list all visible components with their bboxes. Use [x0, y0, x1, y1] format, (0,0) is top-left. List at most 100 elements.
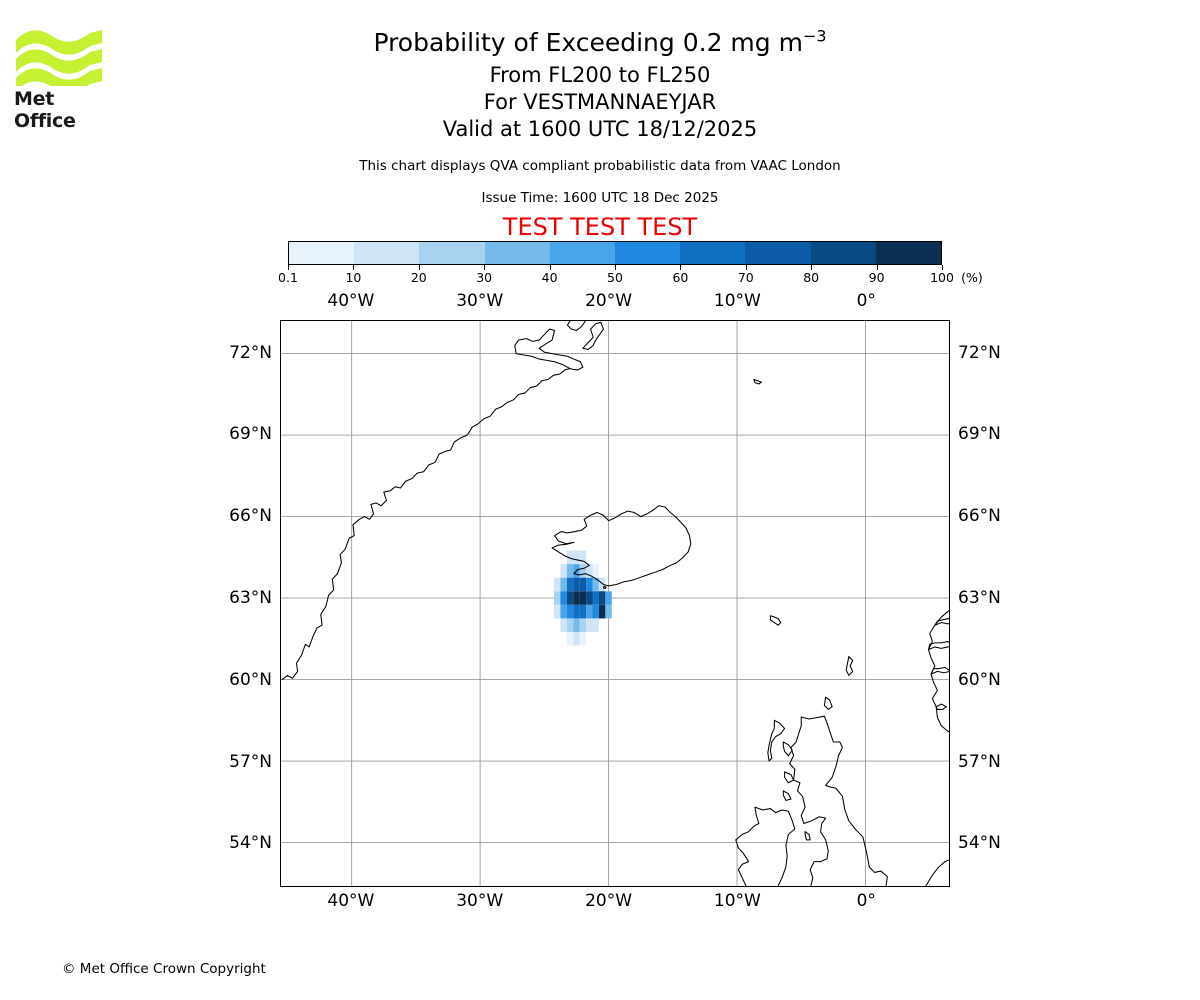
coastlines	[281, 321, 949, 886]
coastline-mull-islay	[784, 771, 795, 784]
coastline-faroe-islands	[769, 615, 782, 626]
lat-label-left-5: 57°N	[229, 751, 272, 772]
coastline-outer-hebrides	[767, 719, 786, 762]
colorbar-tick-2	[418, 265, 420, 270]
lon-label-top-1: 30°W	[456, 291, 504, 311]
ash-cell	[579, 550, 587, 565]
ash-cell	[566, 550, 574, 565]
colorbar-gradient	[288, 241, 942, 265]
ash-cell	[579, 591, 587, 605]
coastline-norway-fjord4	[934, 617, 949, 626]
colorbar-unit-label: (%)	[961, 270, 983, 285]
colorbar-tick-label-3: 30	[476, 270, 493, 285]
colorbar-tick-6	[680, 265, 682, 270]
ash-cell	[573, 550, 580, 565]
lat-label-left-6: 54°N	[229, 833, 272, 854]
ash-cell	[553, 577, 561, 592]
coastline-scotland-britain	[789, 715, 888, 886]
test-banner: TEST TEST TEST	[502, 213, 698, 241]
colorbar-tick-9	[876, 265, 878, 270]
coastline-ireland	[735, 806, 796, 886]
lon-label-bottom-4: 0°	[856, 891, 876, 911]
colorbar-band-0	[289, 242, 355, 264]
ash-cell	[586, 591, 593, 605]
ash-cell	[560, 604, 567, 619]
ash-cell	[579, 632, 587, 646]
colorbar-band-4	[549, 242, 616, 264]
logo-wave-2	[16, 49, 102, 74]
coastline-netherlands-germany	[925, 859, 949, 886]
coastline-greenland-ne-tip	[566, 321, 587, 331]
met-office-logo: Met Office	[14, 26, 119, 132]
coastline-orkney	[823, 696, 833, 710]
colorbar-band-7	[745, 242, 811, 264]
lon-label-top-4: 0°	[856, 291, 876, 311]
colorbar-tick-label-0: 0.1	[278, 270, 298, 285]
valid-time-subtitle: Valid at 1600 UTC 18/12/2025	[442, 117, 758, 141]
coastline-skye	[782, 741, 793, 757]
ash-cell	[592, 618, 599, 633]
ash-cell	[586, 564, 593, 578]
coastline-greenland-east	[281, 368, 571, 681]
ash-cell	[573, 577, 580, 592]
coastline-jan-mayen	[753, 378, 762, 385]
ash-cell	[598, 604, 606, 619]
lat-label-right-3: 63°N	[958, 588, 1001, 609]
ash-cell	[579, 618, 587, 633]
ash-cell	[573, 604, 580, 619]
ash-cell	[560, 618, 567, 633]
colorbar-tick-label-9: 90	[868, 270, 885, 285]
ash-cell	[553, 604, 561, 619]
colorbar-tick-5	[615, 265, 616, 270]
probability-colorbar	[288, 241, 942, 265]
ash-probability-overlay	[553, 550, 612, 646]
colorbar-tick-label-5: 50	[607, 270, 623, 285]
ash-cell	[586, 618, 593, 633]
lat-label-left-1: 69°N	[229, 424, 272, 445]
colorbar-tick-label-2: 20	[410, 270, 427, 285]
colorbar-band-3	[484, 242, 550, 264]
ash-cell	[605, 591, 612, 605]
lon-label-top-2: 20°W	[585, 291, 633, 311]
map-frame	[280, 320, 950, 887]
logo-wave-1	[16, 30, 102, 55]
map-plot-area	[280, 320, 950, 887]
colorbar-tick-0	[288, 265, 289, 270]
colorbar-tick-10	[942, 265, 943, 270]
coastline-norway-fjord-detail	[935, 703, 947, 710]
lon-label-bottom-3: 10°W	[713, 891, 761, 911]
flight-level-subtitle: From FL200 to FL250	[489, 63, 711, 87]
colorbar-band-2	[419, 242, 485, 264]
ash-cell	[560, 577, 567, 592]
lat-label-right-1: 69°N	[958, 424, 1001, 445]
colorbar-tick-label-7: 70	[737, 270, 754, 285]
ash-cell	[566, 632, 574, 646]
coastline-norway-fjord3	[927, 641, 949, 651]
lon-label-bottom-2: 20°W	[585, 891, 633, 911]
lat-label-right-4: 60°N	[958, 669, 1001, 690]
colorbar-band-1	[354, 242, 420, 264]
colorbar-tick-8	[811, 265, 813, 270]
volcano-subtitle: For VESTMANNAEYJAR	[483, 90, 717, 114]
lat-label-right-2: 66°N	[958, 506, 1001, 527]
issue-time-text: Issue Time: 1600 UTC 18 Dec 2025	[481, 190, 719, 206]
colorbar-tick-label-8: 80	[803, 270, 820, 285]
ash-cell	[598, 577, 606, 592]
coastline-shetland	[845, 655, 854, 676]
lat-label-right-5: 57°N	[958, 751, 1001, 772]
ash-cell	[592, 564, 599, 578]
lon-label-bottom-0: 40°W	[327, 891, 375, 911]
ash-cell	[573, 591, 580, 605]
ash-cell	[566, 591, 574, 605]
colorbar-tick-7	[745, 265, 747, 270]
colorbar-tick-1	[353, 265, 355, 270]
ash-cell	[560, 564, 567, 578]
colorbar-band-8	[810, 242, 876, 264]
coastline-iceland	[551, 505, 692, 587]
colorbar-band-6	[680, 242, 746, 264]
lat-label-right-0: 72°N	[958, 342, 1001, 363]
colorbar-band-9	[875, 242, 942, 264]
coastline-norway-fjord2	[930, 666, 949, 675]
ash-cell	[579, 564, 587, 578]
lat-label-left-2: 66°N	[229, 506, 272, 527]
